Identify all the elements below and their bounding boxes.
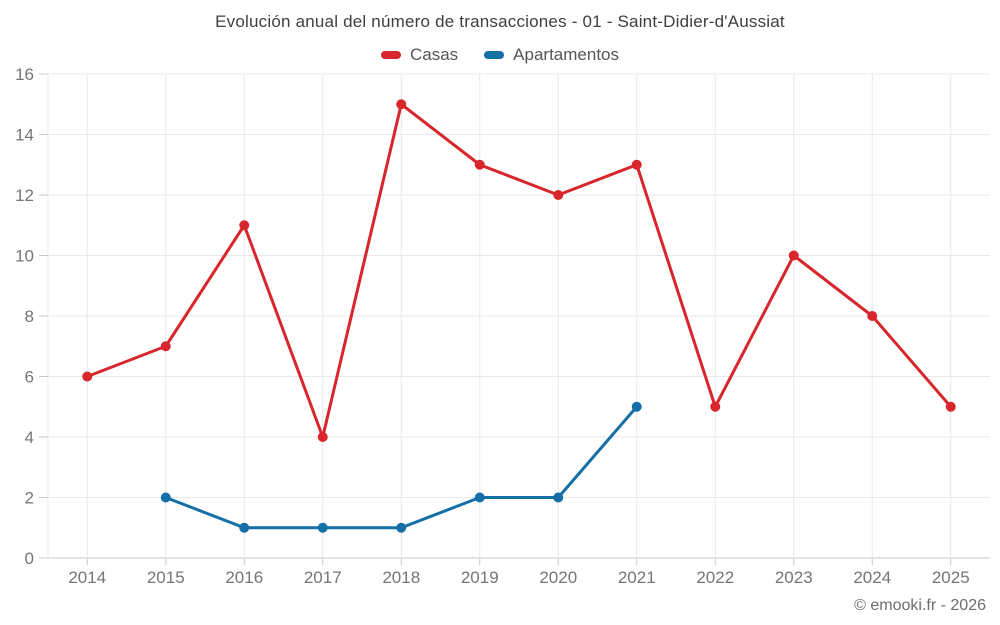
legend-item-apartamentos[interactable]: Apartamentos bbox=[484, 45, 619, 65]
data-point-casas-2019[interactable] bbox=[474, 159, 485, 170]
data-point-casas-2023[interactable] bbox=[788, 250, 799, 261]
data-point-apartamentos-2016[interactable] bbox=[239, 522, 250, 533]
data-point-casas-2024[interactable] bbox=[867, 311, 878, 321]
x-tick-label: 2016 bbox=[225, 568, 263, 587]
x-tick-label: 2017 bbox=[304, 568, 342, 587]
legend-label-apartamentos: Apartamentos bbox=[513, 45, 620, 64]
legend-swatch-apartamentos bbox=[484, 51, 505, 59]
y-tick-label: 10 bbox=[15, 247, 34, 266]
x-tick-label: 2022 bbox=[696, 568, 734, 587]
legend-swatch-casas bbox=[380, 51, 401, 59]
data-point-apartamentos-2018[interactable] bbox=[396, 522, 407, 533]
data-point-casas-2014[interactable] bbox=[82, 371, 93, 382]
y-tick-label: 14 bbox=[15, 126, 34, 145]
y-tick-label: 8 bbox=[25, 307, 34, 326]
x-tick-label: 2024 bbox=[853, 568, 891, 587]
x-tick-label: 2015 bbox=[147, 568, 185, 587]
data-point-apartamentos-2017[interactable] bbox=[317, 522, 328, 533]
data-point-casas-2021[interactable] bbox=[631, 159, 642, 170]
y-tick-label: 16 bbox=[15, 65, 34, 84]
data-point-casas-2025[interactable] bbox=[945, 401, 956, 412]
x-tick-label: 2023 bbox=[775, 568, 813, 587]
data-point-apartamentos-2020[interactable] bbox=[553, 492, 564, 503]
legend-label-casas: Casas bbox=[409, 45, 459, 64]
data-point-apartamentos-2015[interactable] bbox=[160, 492, 171, 503]
y-tick-label: 4 bbox=[25, 428, 34, 447]
data-point-casas-2020[interactable] bbox=[553, 190, 564, 200]
series-line-casas bbox=[85, 102, 953, 439]
x-tick-label: 2018 bbox=[382, 568, 420, 587]
credit-text: © emooki.fr - 2026 bbox=[854, 597, 986, 614]
x-tick-label: 2014 bbox=[68, 568, 106, 587]
data-point-casas-2016[interactable] bbox=[239, 220, 250, 231]
data-point-casas-2022[interactable] bbox=[710, 401, 721, 412]
legend-item-casas[interactable]: Casas bbox=[380, 45, 459, 65]
x-tick-label: 2021 bbox=[618, 568, 656, 587]
data-point-casas-2018[interactable] bbox=[396, 99, 407, 110]
data-point-casas-2015[interactable] bbox=[160, 341, 171, 352]
y-tick-label: 0 bbox=[25, 549, 34, 568]
data-point-apartamentos-2019[interactable] bbox=[474, 492, 485, 503]
x-tick-label: 2020 bbox=[539, 568, 577, 587]
chart-title: Evolución anual del número de transaccio… bbox=[215, 12, 785, 31]
y-tick-label: 12 bbox=[15, 186, 34, 205]
y-tick-label: 6 bbox=[25, 368, 34, 387]
y-tick-label: 2 bbox=[25, 489, 34, 508]
x-tick-label: 2025 bbox=[932, 568, 970, 587]
legend: Casas Apartamentos bbox=[0, 45, 1000, 65]
x-tick-label: 2019 bbox=[461, 568, 499, 587]
data-point-apartamentos-2021[interactable] bbox=[631, 401, 642, 412]
data-point-casas-2017[interactable] bbox=[317, 432, 328, 442]
